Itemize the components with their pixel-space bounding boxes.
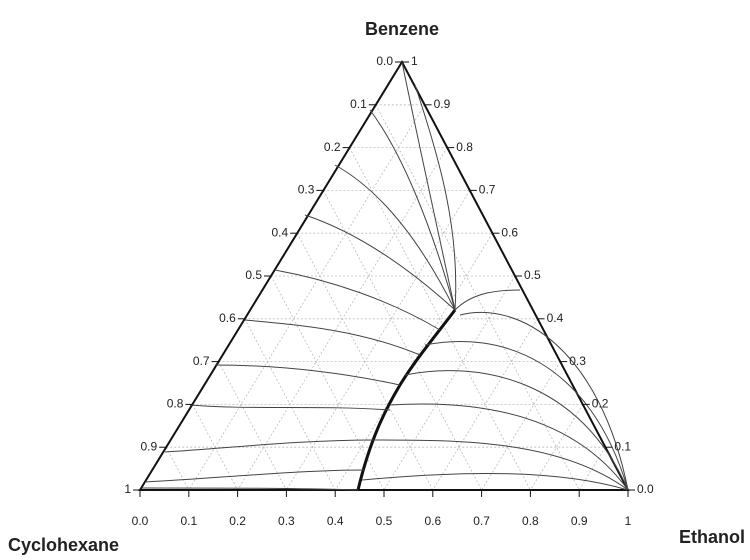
- residue-curve: [369, 109, 456, 311]
- residue-curve: [141, 487, 359, 491]
- tick-label: 0.6: [501, 225, 518, 239]
- tick-label: 0.2: [324, 140, 341, 154]
- residue-curve: [401, 61, 456, 311]
- residue-curve: [244, 319, 421, 356]
- residue-curve: [374, 439, 629, 491]
- tick-label: 0.9: [141, 439, 158, 453]
- tick-label: 0.2: [229, 514, 246, 528]
- residue-curve: [424, 341, 629, 491]
- grid-line: [188, 104, 425, 491]
- residue-curve: [164, 439, 376, 453]
- residue-curve: [361, 472, 629, 491]
- residue-curve: [404, 370, 629, 491]
- tick-label: 0.3: [569, 354, 586, 368]
- tick-label: 0.5: [524, 268, 541, 282]
- tick-label: 0.5: [376, 514, 393, 528]
- grid-line: [383, 275, 516, 491]
- tick-label: 0.4: [547, 311, 564, 325]
- vertex-label: Benzene: [365, 19, 439, 39]
- grid-line: [481, 361, 561, 491]
- tick-label: 0.0: [376, 54, 393, 68]
- tick-label: 0.5: [245, 268, 262, 282]
- grid-line: [323, 190, 482, 491]
- tick-label: 0.0: [132, 514, 149, 528]
- tick-label: 0.1: [350, 97, 367, 111]
- tick-label: 0.7: [473, 514, 490, 528]
- grid-line: [165, 447, 190, 491]
- residue-curve: [189, 404, 391, 411]
- tick-label: 0.9: [571, 514, 588, 528]
- tick-label: 0.8: [522, 514, 539, 528]
- residue-curve: [274, 269, 441, 331]
- residue-curve: [459, 311, 629, 491]
- tick-label: 1: [411, 54, 418, 68]
- tick-label: 0.1: [614, 439, 631, 453]
- residue-curve: [414, 84, 457, 311]
- tick-label: 0.4: [327, 514, 344, 528]
- tick-label: 0.7: [479, 183, 496, 197]
- grid-line: [432, 318, 538, 491]
- tick-label: 0.4: [272, 225, 289, 239]
- vertex-label: Ethanol: [679, 527, 745, 547]
- tick-label: 0.3: [278, 514, 295, 528]
- grid-line: [530, 404, 584, 491]
- residue-curves: [141, 61, 629, 491]
- residue-curve: [389, 403, 629, 491]
- tick-label: 0.6: [219, 311, 236, 325]
- tick-label: 0.1: [180, 514, 197, 528]
- vertex-label: Cyclohexane: [8, 535, 119, 555]
- residue-curve: [214, 364, 401, 386]
- grid-line: [375, 104, 580, 491]
- tick-label: 0.2: [592, 397, 609, 411]
- tick-label: 0.9: [434, 97, 451, 111]
- tick-label: 1: [625, 514, 632, 528]
- tick-label: 0.8: [456, 140, 473, 154]
- grid-line: [244, 318, 336, 491]
- tick-label: 0.0: [637, 482, 654, 496]
- residue-curve: [334, 164, 456, 311]
- grid-line: [192, 404, 238, 491]
- grid-line: [270, 275, 385, 491]
- grid-line: [286, 190, 471, 491]
- grid: [165, 104, 606, 491]
- grid-line: [218, 361, 287, 491]
- tick-label: 1: [124, 482, 131, 496]
- tick-label: 0.7: [193, 354, 210, 368]
- tick-label: 0.8: [167, 397, 184, 411]
- residue-curve: [144, 469, 366, 483]
- residue-curve: [304, 214, 456, 311]
- grid-line: [578, 446, 606, 491]
- tick-label: 0.6: [424, 514, 441, 528]
- tick-label: 0.3: [298, 183, 315, 197]
- distillation-boundary: [356, 309, 457, 491]
- residue-curve: [454, 289, 521, 311]
